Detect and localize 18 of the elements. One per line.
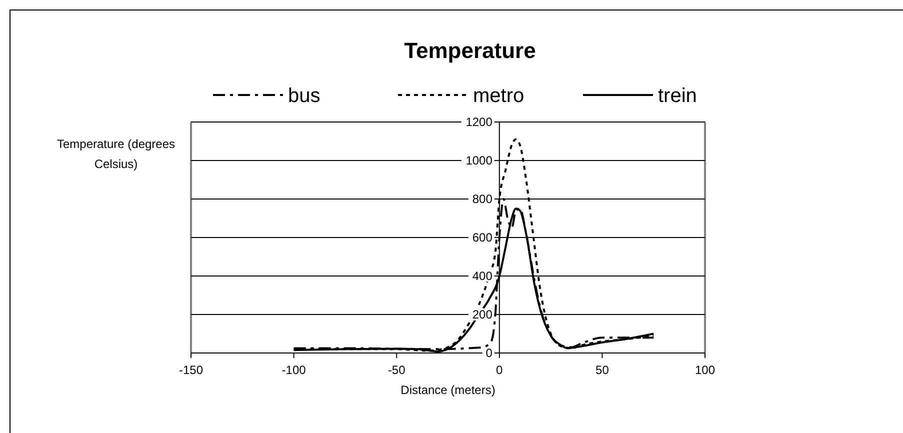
y-tick-label: 1200 (466, 115, 493, 129)
chart-title: Temperature (404, 38, 536, 63)
x-tick-label: -150 (178, 363, 204, 377)
x-axis-title: Distance (meters) (400, 383, 496, 397)
y-tick-label: 400 (472, 269, 493, 283)
x-tick-label: -50 (388, 363, 406, 377)
x-tick-label: 100 (694, 363, 716, 377)
x-tick-label: 50 (596, 363, 610, 377)
legend-label: bus (288, 85, 320, 107)
y-tick-label: 600 (472, 230, 493, 244)
x-tick-label: 0 (496, 363, 504, 377)
y-tick-label: 1000 (466, 154, 493, 168)
y-tick-label: 800 (472, 192, 493, 206)
y-axis-title: Temperature (degrees Celsius) (56, 137, 176, 171)
y-tick-label: 0 (486, 346, 493, 360)
legend-label: trein (658, 85, 697, 107)
legend-label: metro (473, 85, 524, 107)
x-tick-label: -100 (282, 363, 306, 377)
